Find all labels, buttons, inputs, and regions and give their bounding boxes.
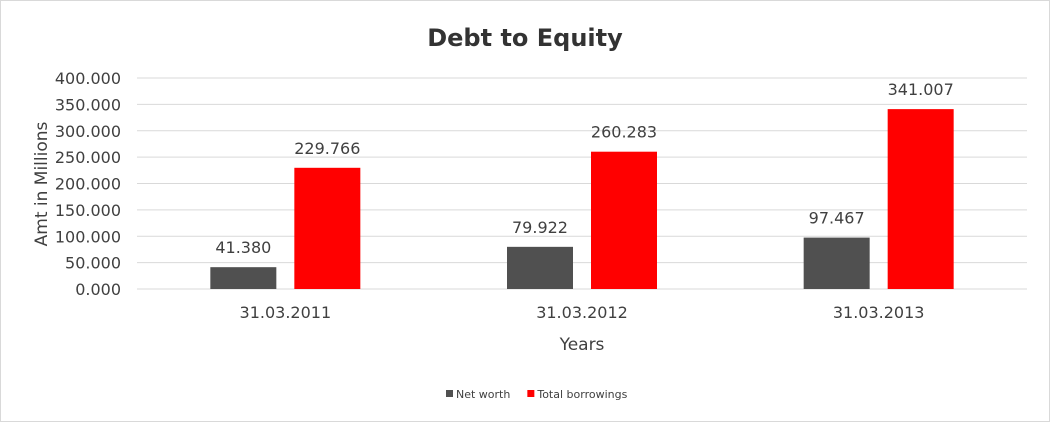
data-label: 79.922	[512, 218, 568, 237]
x-tick-label: 31.03.2013	[833, 303, 925, 322]
y-tick-label: 250.000	[55, 148, 121, 167]
data-label: 229.766	[294, 139, 360, 158]
data-label: 97.467	[809, 209, 865, 228]
x-tick-label: 31.03.2011	[240, 303, 332, 322]
legend-swatch	[527, 390, 535, 397]
bar	[507, 246, 573, 289]
y-tick-label: 400.000	[55, 69, 121, 88]
bar	[294, 167, 361, 289]
x-axis-label: Years	[559, 335, 605, 355]
bar	[210, 267, 277, 289]
y-tick-label: 150.000	[55, 201, 121, 220]
x-tick-label: 31.03.2012	[536, 303, 628, 322]
legend-swatch	[446, 390, 453, 397]
y-axis-label: Amt in Millions	[32, 121, 52, 246]
y-tick-label: 300.000	[55, 122, 121, 141]
bar	[591, 151, 657, 289]
y-tick-label: 200.000	[55, 175, 121, 194]
y-tick-label: 0.000	[75, 280, 121, 299]
bar	[803, 237, 870, 289]
data-label: 260.283	[591, 123, 657, 142]
y-tick-label: 350.000	[55, 95, 121, 114]
legend-label: Total borrowings	[536, 388, 627, 401]
data-label: 41.380	[215, 238, 271, 257]
y-tick-label: 50.000	[65, 254, 121, 273]
data-label: 341.007	[888, 80, 954, 99]
y-tick-label: 100.000	[55, 227, 121, 246]
bar	[887, 109, 954, 289]
chart-title: Debt to Equity	[427, 24, 623, 52]
legend-label: Net worth	[456, 388, 510, 401]
